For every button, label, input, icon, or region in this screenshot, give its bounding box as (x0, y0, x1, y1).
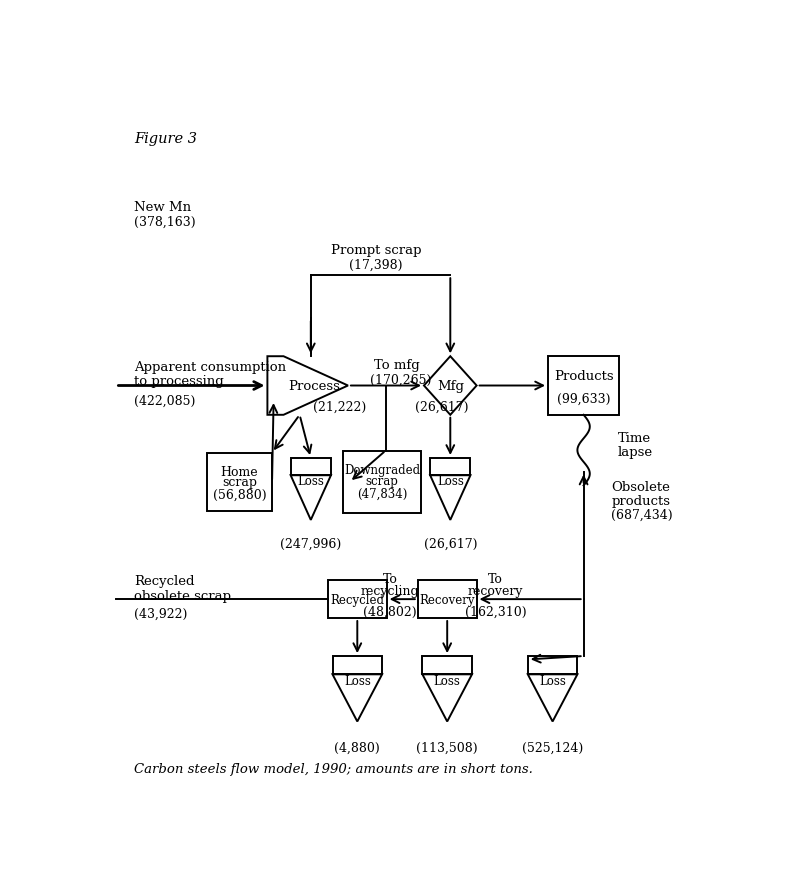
Polygon shape (422, 675, 472, 721)
Text: (422,085): (422,085) (134, 394, 195, 407)
Text: Recovery: Recovery (419, 593, 475, 606)
Text: (47,834): (47,834) (357, 487, 407, 500)
Text: Loss: Loss (344, 674, 370, 687)
FancyBboxPatch shape (418, 580, 477, 619)
Text: (99,633): (99,633) (557, 392, 610, 405)
Text: To: To (488, 572, 503, 586)
FancyBboxPatch shape (430, 459, 470, 476)
Text: scrap: scrap (222, 476, 257, 489)
Text: recycling: recycling (361, 584, 419, 597)
FancyBboxPatch shape (548, 357, 619, 416)
Text: recovery: recovery (468, 584, 523, 597)
Text: To: To (382, 572, 398, 586)
Text: Mfg: Mfg (437, 380, 464, 392)
Text: to processing: to processing (134, 375, 224, 388)
Text: Carbon steels flow model, 1990; amounts are in short tons.: Carbon steels flow model, 1990; amounts … (134, 762, 533, 775)
Text: (162,310): (162,310) (465, 605, 526, 619)
Text: (113,508): (113,508) (416, 741, 478, 754)
Text: Apparent consumption: Apparent consumption (134, 361, 286, 374)
Text: products: products (611, 494, 670, 508)
FancyBboxPatch shape (343, 451, 421, 513)
Polygon shape (528, 675, 578, 721)
Polygon shape (424, 357, 477, 416)
Text: (687,434): (687,434) (611, 509, 673, 521)
Text: (170,265): (170,265) (370, 374, 431, 386)
Text: Home: Home (221, 466, 258, 478)
Text: Prompt scrap: Prompt scrap (330, 243, 421, 257)
Text: Obsolete: Obsolete (611, 481, 670, 493)
Text: (17,398): (17,398) (349, 258, 402, 272)
FancyBboxPatch shape (422, 656, 472, 675)
Text: obsolete scrap: obsolete scrap (134, 589, 231, 602)
FancyBboxPatch shape (328, 580, 386, 619)
Text: (525,124): (525,124) (522, 741, 583, 754)
Text: Loss: Loss (437, 475, 464, 487)
Text: (378,163): (378,163) (134, 215, 196, 229)
Text: (247,996): (247,996) (280, 537, 342, 551)
FancyBboxPatch shape (333, 656, 382, 675)
Polygon shape (430, 476, 470, 520)
Text: (21,222): (21,222) (314, 401, 366, 413)
FancyBboxPatch shape (528, 656, 578, 675)
Text: (56,880): (56,880) (213, 488, 266, 502)
Text: Loss: Loss (434, 674, 461, 687)
Text: Process: Process (288, 380, 340, 392)
Text: scrap: scrap (366, 475, 398, 487)
Text: Recycled: Recycled (330, 593, 384, 606)
FancyBboxPatch shape (290, 459, 331, 476)
Text: (48,802): (48,802) (363, 605, 417, 619)
Text: Figure 3: Figure 3 (134, 131, 197, 146)
Text: lapse: lapse (618, 446, 653, 459)
Text: Loss: Loss (539, 674, 566, 687)
Text: New Mn: New Mn (134, 200, 191, 214)
Polygon shape (267, 357, 348, 416)
Text: Products: Products (554, 369, 614, 383)
Polygon shape (290, 476, 331, 520)
Text: To mfg: To mfg (374, 358, 420, 372)
Text: Time: Time (618, 431, 651, 444)
Text: Recycled: Recycled (134, 574, 194, 587)
Text: Downgraded: Downgraded (344, 464, 420, 477)
FancyBboxPatch shape (207, 453, 272, 511)
Polygon shape (333, 675, 382, 721)
Text: (4,880): (4,880) (334, 741, 380, 754)
Text: Loss: Loss (298, 475, 324, 487)
Text: (26,617): (26,617) (423, 537, 477, 551)
Text: (26,617): (26,617) (415, 401, 469, 413)
Text: (43,922): (43,922) (134, 607, 187, 620)
